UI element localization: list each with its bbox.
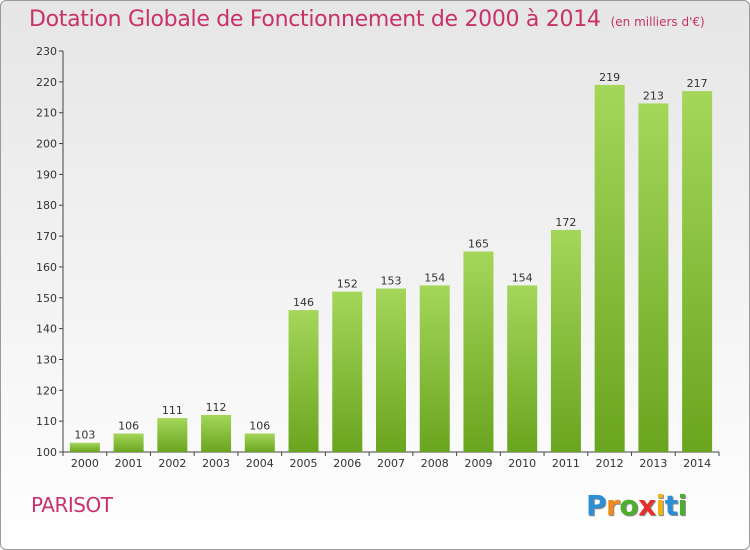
axes: 100 110 120 130 140 150 160 170 180 190 200 210 220 2… xyxy=(36,45,720,459)
x-tick-label: 2008 xyxy=(421,457,449,470)
logo-letter: t xyxy=(664,489,678,522)
x-tick-label: 2013 xyxy=(639,457,667,470)
data-label: 152 xyxy=(337,278,358,291)
y-tick-label: 190 xyxy=(36,168,57,181)
bar xyxy=(288,310,319,452)
proxiti-logo: Proxiti xyxy=(586,489,687,522)
y-tick-label: 140 xyxy=(36,323,57,336)
bar xyxy=(69,442,100,452)
data-label: 103 xyxy=(74,429,95,442)
y-tick-label: 220 xyxy=(36,76,57,89)
y-tick-label: 130 xyxy=(36,353,57,366)
data-label: 219 xyxy=(599,71,620,84)
y-tick-label: 110 xyxy=(36,415,57,428)
logo-letter: i xyxy=(677,489,688,522)
commune-name: PARISOT xyxy=(31,493,113,517)
y-tick-label: 120 xyxy=(36,384,57,397)
data-label: 154 xyxy=(424,271,445,284)
logo-letter: x xyxy=(638,489,656,522)
x-tick-label: 2012 xyxy=(596,457,624,470)
bar xyxy=(463,251,494,452)
data-label: 106 xyxy=(249,419,270,432)
data-label: 172 xyxy=(555,216,576,229)
y-tick-label: 100 xyxy=(36,446,57,459)
x-tick-label: 2009 xyxy=(464,457,492,470)
data-label: 154 xyxy=(512,271,533,284)
data-label: 106 xyxy=(118,419,139,432)
x-tick-label: 2001 xyxy=(115,457,143,470)
logo-letter: o xyxy=(619,489,639,522)
title-text: Dotation Globale de Fonctionnement de 20… xyxy=(29,7,601,32)
chart-title: Dotation Globale de Fonctionnement de 20… xyxy=(29,7,705,32)
x-tick-label: 2014 xyxy=(683,457,711,470)
unit-label: (en milliers d'€) xyxy=(610,15,705,29)
data-label: 213 xyxy=(643,89,664,102)
x-tick-label: 2000 xyxy=(71,457,99,470)
bar xyxy=(419,285,450,452)
bar xyxy=(550,229,581,452)
y-tick-label: 210 xyxy=(36,107,57,120)
bar xyxy=(507,285,538,452)
y-tick-label: 230 xyxy=(36,45,57,58)
bar xyxy=(594,84,625,452)
labels: 2000 103 2001 106 2002 111 2003 112 2004 106 2005 1… xyxy=(71,71,711,470)
data-label: 112 xyxy=(206,401,227,414)
data-label: 111 xyxy=(162,404,183,417)
bars xyxy=(69,84,713,452)
data-label: 153 xyxy=(381,275,402,288)
y-tick-label: 200 xyxy=(36,138,57,151)
logo-letter: r xyxy=(606,489,620,522)
x-tick-label: 2010 xyxy=(508,457,536,470)
x-tick-label: 2004 xyxy=(246,457,274,470)
bar xyxy=(332,291,363,452)
x-tick-label: 2007 xyxy=(377,457,405,470)
y-tick-label: 180 xyxy=(36,199,57,212)
data-label: 165 xyxy=(468,238,489,251)
bar xyxy=(638,103,669,452)
bar xyxy=(201,414,232,452)
bar xyxy=(113,433,144,452)
x-tick-label: 2003 xyxy=(202,457,230,470)
y-tick-label: 150 xyxy=(36,292,57,305)
x-tick-label: 2011 xyxy=(552,457,580,470)
logo-letter: P xyxy=(586,489,607,522)
x-tick-label: 2005 xyxy=(290,457,318,470)
bar xyxy=(376,288,406,452)
bar xyxy=(157,418,188,452)
bar xyxy=(244,433,275,452)
y-tick-label: 160 xyxy=(36,261,57,274)
logo-letter: i xyxy=(655,489,666,522)
data-label: 217 xyxy=(687,77,708,90)
data-label: 146 xyxy=(293,296,314,309)
x-tick-label: 2002 xyxy=(158,457,186,470)
y-tick-label: 170 xyxy=(36,230,57,243)
x-tick-label: 2006 xyxy=(333,457,361,470)
bar xyxy=(682,91,713,452)
